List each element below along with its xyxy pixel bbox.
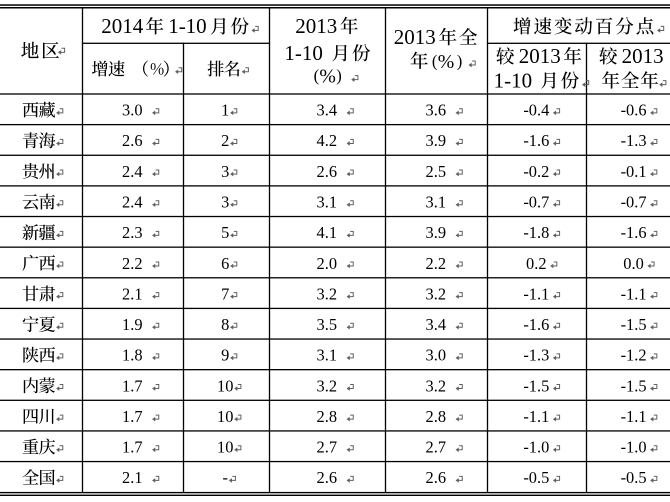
svg-text:-1.0: -1.0 bbox=[621, 438, 647, 457]
svg-text:3.1: 3.1 bbox=[426, 192, 447, 211]
svg-text:1.8: 1.8 bbox=[122, 346, 143, 365]
svg-text:2.6: 2.6 bbox=[426, 468, 447, 487]
svg-text:): ) bbox=[457, 52, 463, 71]
svg-text:1.7: 1.7 bbox=[122, 376, 143, 395]
svg-text:2014: 2014 bbox=[101, 14, 144, 38]
svg-text:2.8: 2.8 bbox=[426, 407, 447, 426]
svg-text:3.2: 3.2 bbox=[426, 376, 447, 395]
svg-text:3: 3 bbox=[221, 162, 229, 181]
svg-text:-1.1: -1.1 bbox=[523, 284, 549, 303]
svg-text:-1.1: -1.1 bbox=[523, 407, 549, 426]
svg-text:10: 10 bbox=[217, 376, 233, 395]
svg-text:3: 3 bbox=[221, 192, 229, 211]
svg-text:-1.5: -1.5 bbox=[621, 376, 647, 395]
svg-text:-1.5: -1.5 bbox=[523, 376, 549, 395]
svg-text:%: % bbox=[438, 51, 454, 73]
svg-text:3.2: 3.2 bbox=[317, 376, 338, 395]
svg-text:2.7: 2.7 bbox=[426, 438, 447, 457]
svg-text:2.0: 2.0 bbox=[317, 254, 338, 273]
svg-text:-0.5: -0.5 bbox=[621, 468, 647, 487]
svg-text:9: 9 bbox=[221, 346, 229, 365]
svg-text:3.1: 3.1 bbox=[317, 346, 338, 365]
svg-text:2013: 2013 bbox=[295, 14, 337, 38]
svg-text:-1.6: -1.6 bbox=[621, 223, 647, 242]
svg-text:7: 7 bbox=[221, 284, 229, 303]
svg-text:2.7: 2.7 bbox=[317, 438, 338, 457]
svg-text:-1.6: -1.6 bbox=[523, 315, 549, 334]
svg-text:10: 10 bbox=[217, 438, 233, 457]
svg-text:0.0: 0.0 bbox=[623, 254, 644, 273]
svg-text:3.6: 3.6 bbox=[426, 101, 447, 120]
svg-text:10: 10 bbox=[217, 407, 233, 426]
svg-text:3.4: 3.4 bbox=[426, 315, 447, 334]
svg-text:2.3: 2.3 bbox=[122, 223, 143, 242]
svg-text:-1.3: -1.3 bbox=[621, 131, 647, 150]
svg-text:1: 1 bbox=[221, 101, 229, 120]
svg-text:2.6: 2.6 bbox=[317, 162, 338, 181]
svg-text:3.0: 3.0 bbox=[122, 101, 143, 120]
svg-text:-0.6: -0.6 bbox=[621, 101, 647, 120]
svg-text:3.2: 3.2 bbox=[426, 284, 447, 303]
svg-text:3.4: 3.4 bbox=[317, 101, 338, 120]
svg-text:2.5: 2.5 bbox=[426, 162, 447, 181]
svg-text:6: 6 bbox=[221, 254, 229, 273]
svg-text:5: 5 bbox=[221, 223, 229, 242]
svg-text:0.2: 0.2 bbox=[526, 254, 547, 273]
svg-text:4.2: 4.2 bbox=[317, 131, 338, 150]
svg-text:-1.8: -1.8 bbox=[523, 223, 549, 242]
svg-text:2.1: 2.1 bbox=[122, 284, 143, 303]
svg-text:3.0: 3.0 bbox=[426, 346, 447, 365]
svg-text:3.1: 3.1 bbox=[317, 192, 338, 211]
svg-text:-1.0: -1.0 bbox=[523, 438, 549, 457]
svg-text:-0.2: -0.2 bbox=[523, 162, 549, 181]
svg-text:1.7: 1.7 bbox=[122, 407, 143, 426]
svg-text:2013: 2013 bbox=[622, 44, 664, 68]
svg-text:-1.3: -1.3 bbox=[523, 346, 549, 365]
svg-text:3.5: 3.5 bbox=[317, 315, 338, 334]
svg-text:1.9: 1.9 bbox=[122, 315, 143, 334]
svg-text:2.2: 2.2 bbox=[122, 254, 143, 273]
svg-text:2013: 2013 bbox=[519, 44, 561, 68]
svg-text:2.4: 2.4 bbox=[122, 192, 143, 211]
svg-text:2013: 2013 bbox=[394, 25, 436, 49]
svg-text:1-10: 1-10 bbox=[494, 68, 532, 92]
svg-text:-: - bbox=[222, 468, 227, 487]
svg-text:3.2: 3.2 bbox=[317, 284, 338, 303]
svg-text:2.1: 2.1 bbox=[122, 468, 143, 487]
svg-text:%: % bbox=[319, 65, 335, 87]
svg-text:-1.6: -1.6 bbox=[523, 131, 549, 150]
svg-text:1-10: 1-10 bbox=[168, 14, 207, 38]
svg-text:-1.1: -1.1 bbox=[621, 284, 647, 303]
svg-text:2.8: 2.8 bbox=[317, 407, 338, 426]
svg-text:8: 8 bbox=[221, 315, 229, 334]
svg-text:-0.7: -0.7 bbox=[523, 192, 549, 211]
svg-text:3.9: 3.9 bbox=[426, 223, 447, 242]
svg-text:-0.7: -0.7 bbox=[621, 192, 647, 211]
svg-text:2.6: 2.6 bbox=[317, 468, 338, 487]
svg-text:-0.4: -0.4 bbox=[523, 101, 549, 120]
svg-text:(: ( bbox=[432, 52, 438, 71]
svg-text:-0.1: -0.1 bbox=[621, 162, 647, 181]
svg-text:-1.1: -1.1 bbox=[621, 407, 647, 426]
svg-text:-1.5: -1.5 bbox=[621, 315, 647, 334]
svg-text:1.7: 1.7 bbox=[122, 438, 143, 457]
svg-text:3.9: 3.9 bbox=[426, 131, 447, 150]
svg-text:2.4: 2.4 bbox=[122, 162, 143, 181]
svg-text:(: ( bbox=[314, 66, 320, 85]
svg-text:): ) bbox=[336, 66, 342, 85]
svg-text:2.2: 2.2 bbox=[426, 254, 447, 273]
svg-text:-1.2: -1.2 bbox=[621, 346, 647, 365]
svg-text:2.6: 2.6 bbox=[122, 131, 143, 150]
svg-text:1-10: 1-10 bbox=[284, 41, 323, 65]
svg-text:-0.5: -0.5 bbox=[523, 468, 549, 487]
svg-text:4.1: 4.1 bbox=[317, 223, 338, 242]
svg-text:2: 2 bbox=[221, 131, 229, 150]
